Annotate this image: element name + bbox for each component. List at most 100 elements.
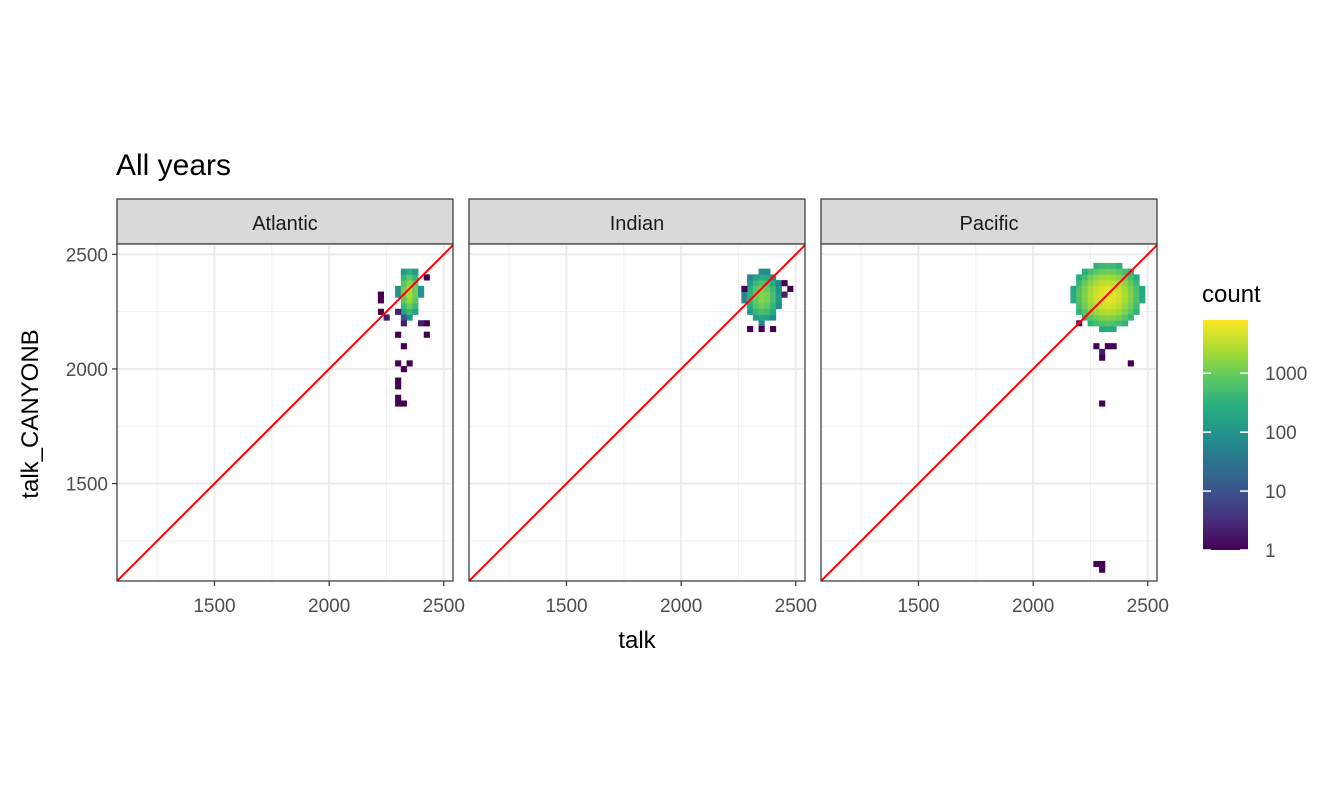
heatmap-cell: [758, 274, 765, 281]
heatmap-cell: [1093, 343, 1100, 350]
heatmap-cell: [758, 268, 765, 275]
facet-strip: [116, 198, 454, 245]
heatmap-cell: [400, 297, 407, 304]
facet-indian: Indian 1500 2000 2500: [468, 198, 817, 617]
heatmap-cell: [1104, 262, 1111, 270]
heatmap-cell: [406, 308, 413, 315]
heatmap-cell: [1099, 303, 1106, 310]
heatmap-cell: [1099, 268, 1106, 275]
heatmap-cell: [1093, 297, 1100, 304]
y-tick-label: 2000: [66, 360, 108, 381]
heatmap-cell: [1081, 285, 1089, 292]
heatmap-cell: [1087, 285, 1094, 292]
heatmap-cell: [395, 308, 402, 315]
heatmap-cell: [758, 303, 765, 310]
heatmap-cell: [775, 291, 782, 298]
heatmap-cell: [1116, 320, 1123, 327]
heatmap-cell: [1081, 280, 1089, 287]
heatmap-cell: [747, 274, 754, 281]
heatmap-cell: [1070, 285, 1077, 292]
heatmap-cell: [1099, 262, 1106, 270]
heatmap-cell: [423, 320, 430, 327]
heatmap-cell: [406, 297, 413, 304]
heatmap-cell: [1122, 297, 1129, 304]
x-tick-label: 2500: [775, 596, 817, 617]
heatmap-cell: [1076, 303, 1083, 310]
heatmap-cell: [1127, 274, 1134, 281]
heatmap-cell: [1099, 354, 1106, 361]
heatmap-cell: [406, 303, 413, 310]
panel-border: [468, 243, 806, 582]
heatmap-cell: [758, 325, 765, 333]
heatmap-cell: [770, 303, 777, 310]
heatmap-cell: [741, 285, 748, 292]
facet-strip-label: Pacific: [960, 213, 1019, 235]
x-tick-label: 2500: [1127, 596, 1169, 617]
heatmap-cell: [1110, 343, 1117, 350]
heatmap-cell: [1122, 308, 1129, 315]
legend-label: 1000: [1265, 364, 1307, 385]
heatmap-cell: [747, 291, 754, 298]
x-axis-title: talk: [618, 627, 656, 654]
heatmap-cell: [1081, 303, 1089, 310]
heatmap-cell: [781, 280, 788, 287]
heatmap-cell: [400, 366, 407, 373]
heatmap-cell: [1104, 320, 1111, 327]
heatmap-cell: [1099, 320, 1106, 327]
heatmap-cell: [1076, 274, 1083, 281]
heatmap-cell: [758, 291, 765, 298]
x-tick-label: 2000: [1012, 596, 1054, 617]
heatmap-cell: [412, 297, 419, 304]
heatmap-cell: [1110, 280, 1117, 287]
heatmap-cell: [1127, 360, 1134, 367]
heatmap-cell: [758, 280, 765, 287]
heatmap-cell: [423, 331, 430, 338]
heatmap-cell: [400, 274, 407, 281]
heatmap-cell: [1087, 291, 1094, 298]
heatmap-cell: [1116, 285, 1123, 292]
x-tick-label: 2000: [660, 596, 702, 617]
x-tick-label: 1500: [545, 596, 587, 617]
heatmap-cell: [400, 400, 407, 407]
heatmap-cell: [1104, 297, 1111, 304]
x-tick-label: 2500: [423, 596, 465, 617]
heatmap-cell: [1087, 274, 1094, 281]
heatmap-cell: [406, 314, 413, 321]
heatmap-cell: [775, 280, 782, 287]
heatmap-cell: [1099, 274, 1106, 281]
heatmap-cell: [1116, 314, 1123, 321]
heatmap-cell: [770, 291, 777, 298]
heatmap-cell: [764, 291, 771, 298]
heatmap-cell: [1122, 314, 1129, 321]
heatmap-cell: [770, 308, 777, 315]
heatmap-cell: [406, 280, 413, 287]
heatmap-cell: [418, 320, 425, 327]
heatmap-cell: [1110, 314, 1117, 321]
heatmap-cell: [1139, 291, 1146, 298]
heatmap-cell: [758, 320, 765, 327]
heatmap-cell: [1127, 291, 1134, 298]
heatmap-cell: [1133, 308, 1140, 315]
heatmap-cell: [1122, 268, 1129, 275]
heatmap-cell: [406, 360, 413, 367]
heatmap-cell: [764, 268, 771, 275]
heatmap-cell: [747, 285, 754, 292]
y-axis-title: talk_CANYONB: [17, 329, 44, 498]
heatmap-cell: [412, 308, 419, 315]
heatmap-cell: [1110, 274, 1117, 281]
heatmap-cell: [400, 285, 407, 292]
heatmap-cell: [418, 291, 425, 298]
heatmap-cell: [377, 297, 385, 304]
heatmap-cell: [1099, 325, 1106, 333]
heatmap-cell: [764, 297, 771, 304]
heatmap-cell: [764, 274, 771, 281]
heatmap-cell: [1099, 280, 1106, 287]
heatmap-cell: [1110, 303, 1117, 310]
heatmap-cell: [400, 314, 407, 321]
heatmap-cell: [1099, 400, 1106, 407]
heatmap-cell: [1127, 280, 1134, 287]
heatmap-cell: [1099, 560, 1106, 568]
heatmap-cell: [1087, 268, 1094, 275]
heatmap-cell: [1133, 280, 1140, 287]
legend-label: 1: [1265, 541, 1276, 562]
